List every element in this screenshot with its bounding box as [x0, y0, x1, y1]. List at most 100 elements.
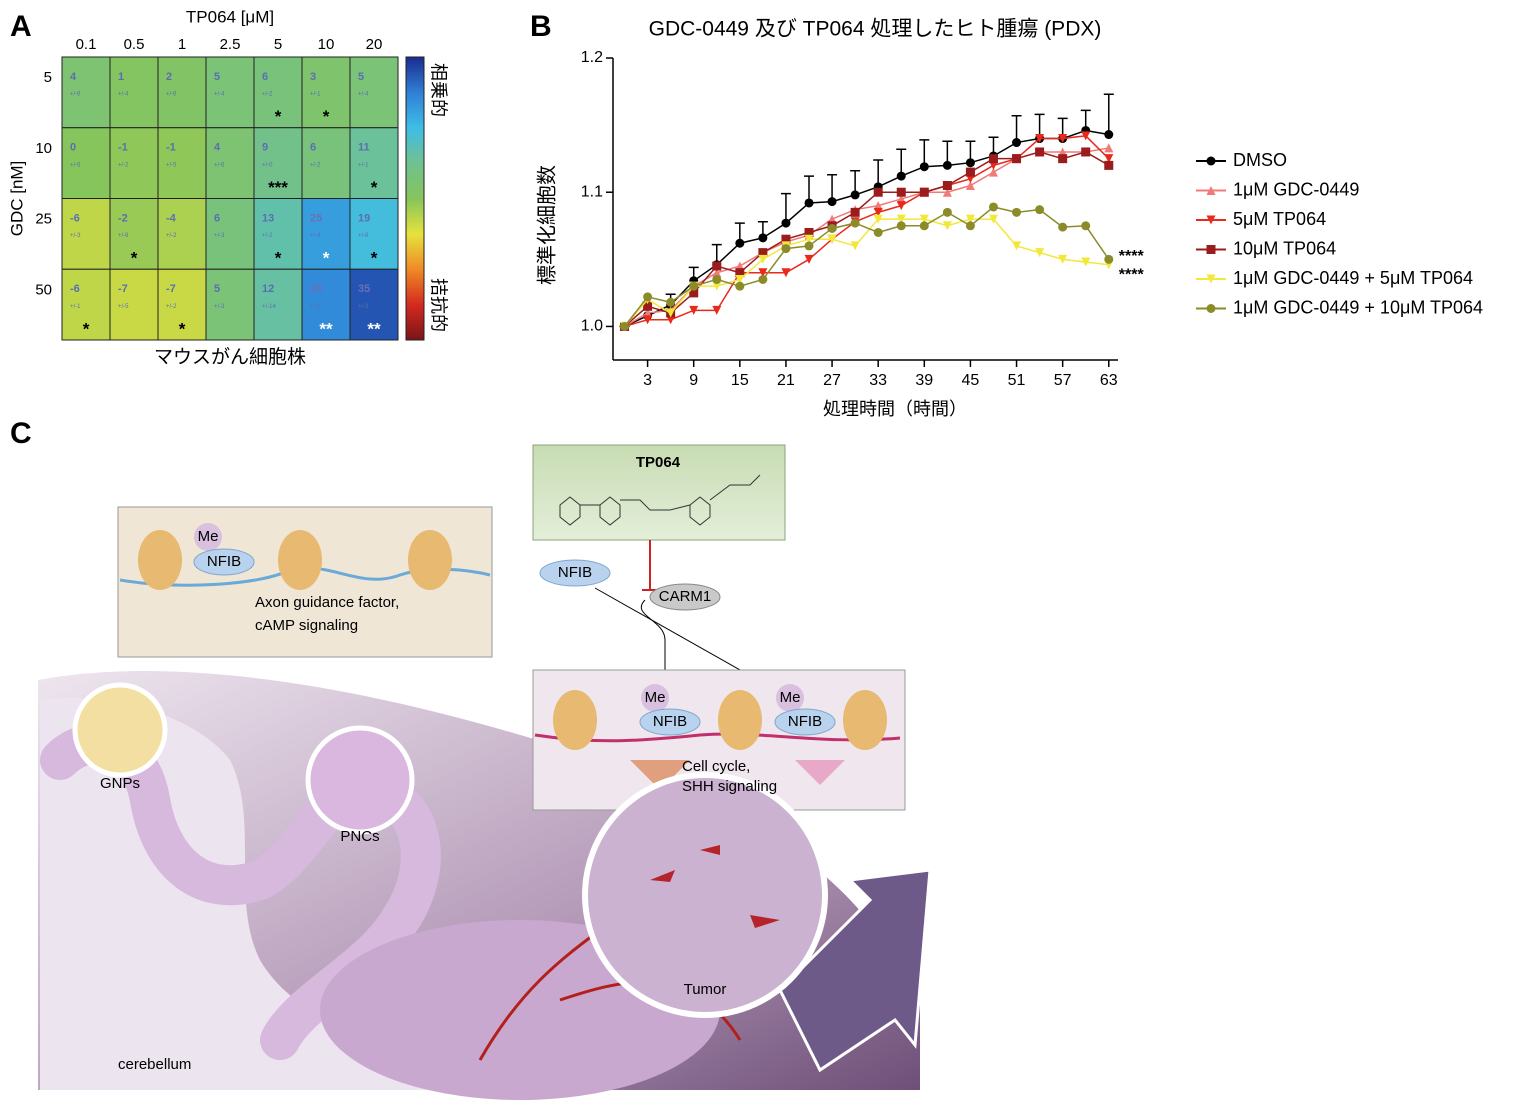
- significance: *: [131, 249, 138, 268]
- cell-error: +/-1: [358, 162, 369, 168]
- me-label: Me: [645, 689, 666, 706]
- data-point: [781, 268, 791, 278]
- series-line: [624, 129, 1109, 328]
- tumor-text: SHH signaling: [682, 778, 777, 795]
- data-point: [850, 218, 860, 228]
- significance: *: [371, 249, 378, 268]
- x-tick-label: 39: [915, 372, 933, 389]
- heatmap-cell: [109, 268, 159, 341]
- x-tick-label: 63: [1100, 372, 1118, 389]
- row-label: 25: [35, 211, 52, 228]
- heatmap-cell: [109, 56, 159, 129]
- tumor-cells: [650, 845, 780, 928]
- data-point: [735, 281, 745, 291]
- data-point: [1081, 131, 1091, 141]
- me-badge: [194, 523, 222, 551]
- data-point: [827, 197, 837, 207]
- data-point: [942, 187, 952, 197]
- data-point: [781, 234, 791, 244]
- heatmap-cell: [349, 268, 399, 341]
- significance: **: [367, 319, 381, 338]
- column-label: 0.1: [76, 36, 97, 53]
- series-line: [624, 147, 1109, 328]
- nfib-badge: [639, 708, 701, 736]
- me-badge: [776, 684, 804, 712]
- nucleosome: [553, 690, 597, 750]
- data-point: [965, 214, 975, 224]
- cell-value: 4: [214, 142, 221, 154]
- data-point: [1104, 154, 1114, 164]
- data-point: [1012, 207, 1022, 217]
- data-point: [827, 234, 837, 244]
- significance: **: [319, 319, 333, 338]
- cell-value: 19: [358, 212, 370, 224]
- data-point: [804, 254, 814, 264]
- significance: *: [323, 107, 330, 126]
- tumor-circle: [582, 772, 828, 1018]
- y-tick-label: 1.2: [581, 49, 603, 66]
- data-point: [666, 308, 676, 318]
- data-point: [919, 162, 929, 172]
- expression-arrow: [795, 760, 845, 785]
- data-point: [896, 187, 906, 197]
- data-point: [1035, 147, 1045, 157]
- nucleosome: [278, 530, 322, 590]
- series-line: [623, 206, 1110, 327]
- series-line: [623, 218, 1109, 327]
- cell-value: 6: [214, 212, 220, 224]
- cell-value: 5: [214, 283, 220, 295]
- data-point: [804, 241, 814, 251]
- folia: [40, 723, 441, 1060]
- series-line: [624, 135, 1110, 328]
- cell-value: 12: [262, 283, 274, 295]
- data-point: [689, 288, 699, 298]
- data-point: [712, 305, 722, 315]
- data-point: [1081, 147, 1091, 157]
- inhibition: [642, 540, 658, 591]
- region-label: cerebellum: [118, 1056, 191, 1073]
- data-point: [1035, 205, 1045, 215]
- significance: ***: [268, 178, 288, 197]
- data-point: [919, 221, 929, 231]
- cell-value: 5: [214, 71, 220, 83]
- data-point: [666, 297, 676, 307]
- cell-error: +/-2: [262, 92, 273, 98]
- data-point: [712, 281, 722, 291]
- cell-value: 3: [310, 71, 316, 83]
- data-point: [1035, 134, 1045, 144]
- cell-error: +/-2: [310, 162, 321, 168]
- legend-label: 10μM TP064: [1233, 238, 1336, 258]
- heatmap-cell: [253, 198, 303, 270]
- annotation: ****: [1119, 267, 1145, 284]
- heatmap-cell: [109, 198, 159, 270]
- legend-label: 1μM GDC-0449 + 10μM TP064: [1233, 297, 1483, 317]
- cell-error: +/-6: [214, 162, 225, 168]
- cell-error: +/-6: [166, 92, 177, 98]
- heatmap-title: TP064 [μM]: [186, 7, 274, 26]
- gnp-text: Axon guidance factor,: [255, 594, 399, 611]
- structure: [559, 474, 761, 526]
- chart-title: GDC-0449 及び TP064 処理したヒト腫瘍 (PDX): [649, 18, 1102, 41]
- carm1-label: CARM1: [659, 588, 712, 605]
- cell-value: -6: [70, 283, 80, 295]
- column-label: 2.5: [220, 36, 241, 53]
- y-tick-label: 1.0: [581, 318, 603, 335]
- data-point: [850, 207, 860, 217]
- colorbar: [405, 56, 425, 341]
- data-point: [942, 181, 952, 191]
- legend-marker: [1206, 186, 1216, 195]
- expression-arrow: [630, 760, 690, 790]
- cell-error: +/-3: [214, 304, 225, 310]
- legend-marker: [1206, 215, 1216, 225]
- y-tick-label: 1.1: [581, 183, 603, 200]
- x-tick-label: 9: [689, 372, 698, 389]
- nfib-label: NFIB: [788, 713, 822, 730]
- error-bar: [780, 192, 791, 224]
- column-label: 10: [318, 36, 335, 53]
- heatmap-cell: [301, 56, 351, 129]
- colorbar-label: 相乗的: [428, 63, 448, 117]
- significance: *: [83, 319, 90, 338]
- column-label: 1: [178, 36, 186, 53]
- cell-error: +/-14: [262, 304, 277, 310]
- data-point: [1104, 254, 1114, 264]
